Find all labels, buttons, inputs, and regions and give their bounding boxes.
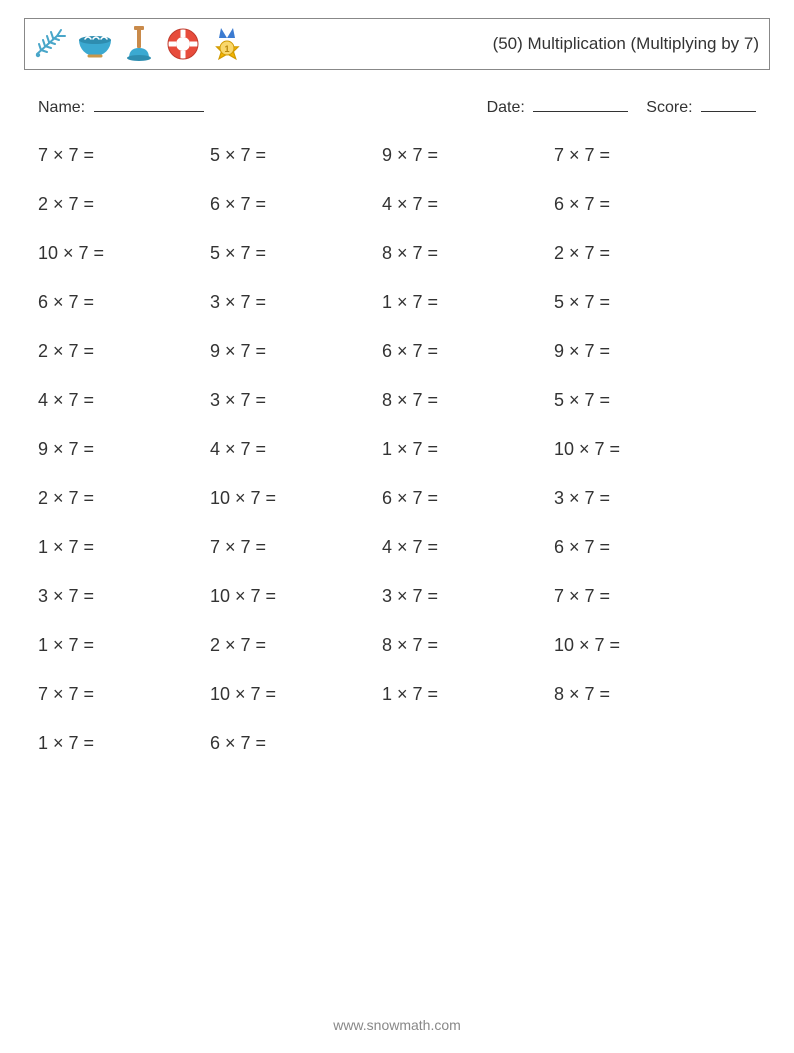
problem-row: 6 × 7 =3 × 7 =1 × 7 =5 × 7 = [38,292,756,313]
problem-cell: 9 × 7 = [554,341,726,362]
fishbone-icon [31,24,71,64]
problem-cell: 5 × 7 = [554,390,726,411]
problem-cell: 2 × 7 = [554,243,726,264]
problem-row: 9 × 7 =4 × 7 =1 × 7 =10 × 7 = [38,439,756,460]
problem-cell: 2 × 7 = [38,488,210,509]
score-field: Score: [646,96,756,117]
problem-cell: 5 × 7 = [554,292,726,313]
footer-text: www.snowmath.com [0,1017,794,1033]
score-label: Score: [646,99,692,116]
problem-row: 10 × 7 =5 × 7 =8 × 7 =2 × 7 = [38,243,756,264]
header-bar: 1 (50) Multiplication (Multiplying by 7) [24,18,770,70]
problem-cell: 10 × 7 = [210,586,382,607]
problem-cell: 3 × 7 = [210,390,382,411]
problem-cell: 7 × 7 = [554,145,726,166]
problem-row: 1 × 7 =6 × 7 = [38,733,756,754]
medal-icon: 1 [207,24,247,64]
problem-cell [382,733,554,754]
problem-cell: 8 × 7 = [382,635,554,656]
problem-cell: 3 × 7 = [382,586,554,607]
name-field: Name: [38,96,204,117]
plunger-icon [119,24,159,64]
lifebuoy-icon [163,24,203,64]
problem-cell: 5 × 7 = [210,243,382,264]
meta-row: Name: Date: Score: [38,96,756,117]
problem-cell: 3 × 7 = [554,488,726,509]
score-underline[interactable] [701,96,756,112]
problem-cell [554,733,726,754]
problem-cell: 10 × 7 = [38,243,210,264]
problem-cell: 6 × 7 = [210,194,382,215]
problem-cell: 10 × 7 = [210,488,382,509]
problem-cell: 6 × 7 = [554,194,726,215]
problem-cell: 9 × 7 = [210,341,382,362]
problem-cell: 1 × 7 = [38,537,210,558]
problem-cell: 6 × 7 = [382,341,554,362]
problem-cell: 2 × 7 = [38,194,210,215]
problem-cell: 10 × 7 = [554,439,726,460]
problem-row: 1 × 7 =7 × 7 =4 × 7 =6 × 7 = [38,537,756,558]
problem-row: 4 × 7 =3 × 7 =8 × 7 =5 × 7 = [38,390,756,411]
problem-row: 2 × 7 =6 × 7 =4 × 7 =6 × 7 = [38,194,756,215]
problem-cell: 8 × 7 = [554,684,726,705]
bowl-icon [75,24,115,64]
problem-cell: 9 × 7 = [382,145,554,166]
problem-cell: 6 × 7 = [38,292,210,313]
problem-cell: 7 × 7 = [38,145,210,166]
problem-cell: 1 × 7 = [38,635,210,656]
problem-row: 7 × 7 =5 × 7 =9 × 7 =7 × 7 = [38,145,756,166]
problem-cell: 7 × 7 = [554,586,726,607]
problem-cell: 4 × 7 = [38,390,210,411]
problem-cell: 8 × 7 = [382,243,554,264]
problem-row: 7 × 7 =10 × 7 =1 × 7 =8 × 7 = [38,684,756,705]
problem-cell: 7 × 7 = [38,684,210,705]
worksheet-title: (50) Multiplication (Multiplying by 7) [493,34,759,54]
date-label: Date: [487,99,525,116]
problem-cell: 1 × 7 = [382,292,554,313]
problem-cell: 5 × 7 = [210,145,382,166]
problem-cell: 2 × 7 = [38,341,210,362]
svg-text:1: 1 [224,44,229,54]
problem-cell: 3 × 7 = [210,292,382,313]
name-underline[interactable] [94,96,204,112]
problem-cell: 7 × 7 = [210,537,382,558]
date-field: Date: [487,96,629,117]
problem-cell: 2 × 7 = [210,635,382,656]
problem-cell: 6 × 7 = [554,537,726,558]
problem-cell: 4 × 7 = [382,537,554,558]
problem-cell: 3 × 7 = [38,586,210,607]
problem-cell: 10 × 7 = [554,635,726,656]
problem-cell: 1 × 7 = [382,439,554,460]
problem-row: 1 × 7 =2 × 7 =8 × 7 =10 × 7 = [38,635,756,656]
problem-cell: 6 × 7 = [210,733,382,754]
problem-cell: 4 × 7 = [210,439,382,460]
problem-row: 2 × 7 =9 × 7 =6 × 7 =9 × 7 = [38,341,756,362]
problem-cell: 1 × 7 = [382,684,554,705]
problem-cell: 9 × 7 = [38,439,210,460]
problem-grid: 7 × 7 =5 × 7 =9 × 7 =7 × 7 =2 × 7 =6 × 7… [38,145,756,754]
problem-cell: 1 × 7 = [38,733,210,754]
problem-cell: 10 × 7 = [210,684,382,705]
header-icons: 1 [31,24,247,64]
name-label: Name: [38,99,85,116]
problem-cell: 4 × 7 = [382,194,554,215]
problem-row: 2 × 7 =10 × 7 =6 × 7 =3 × 7 = [38,488,756,509]
problem-cell: 8 × 7 = [382,390,554,411]
problem-cell: 6 × 7 = [382,488,554,509]
date-underline[interactable] [533,96,628,112]
problem-row: 3 × 7 =10 × 7 =3 × 7 =7 × 7 = [38,586,756,607]
